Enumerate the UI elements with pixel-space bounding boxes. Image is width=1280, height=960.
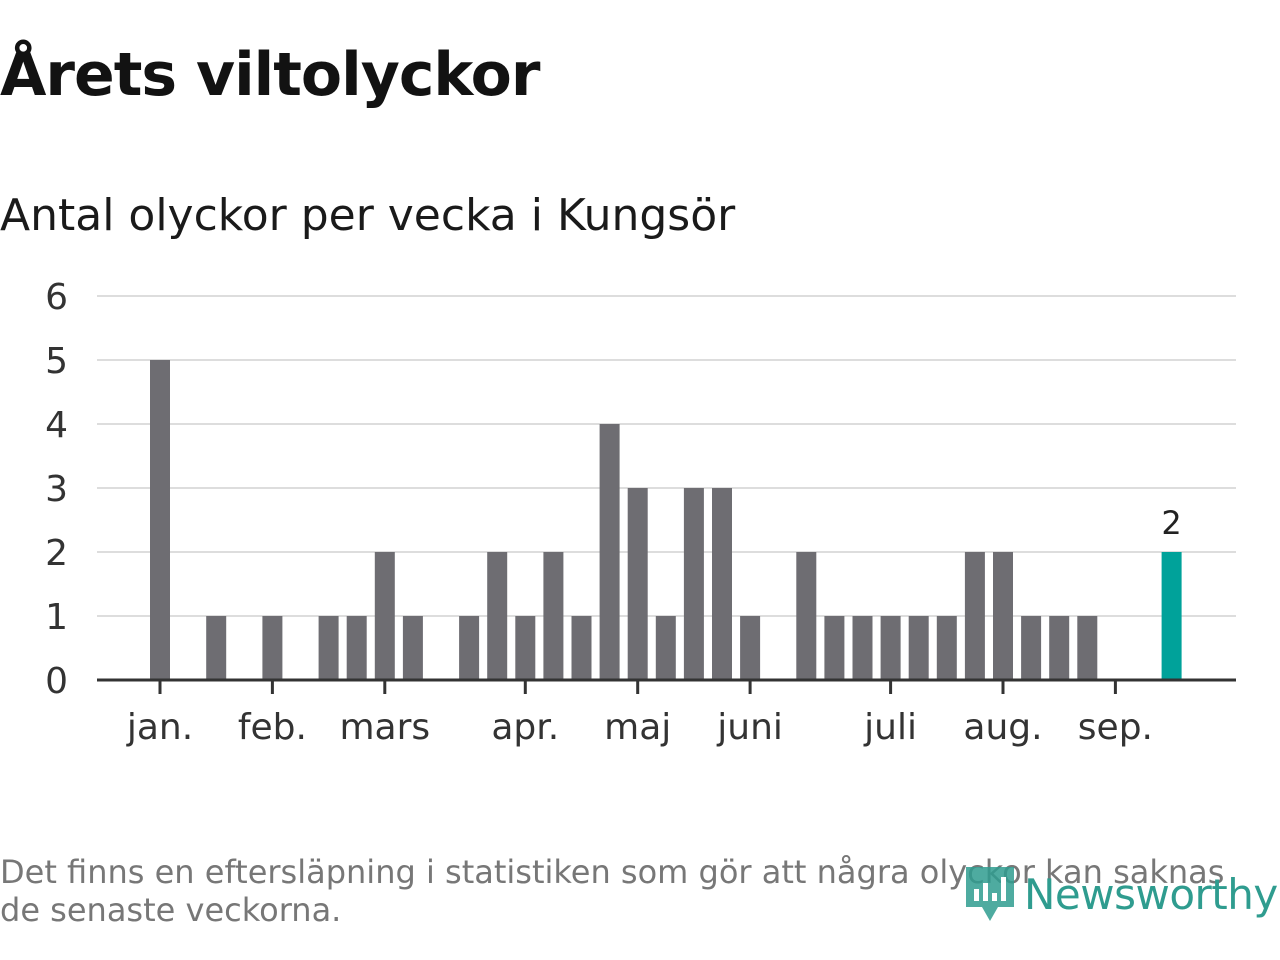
bar	[150, 360, 170, 680]
bar	[852, 616, 873, 680]
highlight-bar	[1161, 552, 1182, 680]
x-tick-label: juli	[863, 707, 917, 748]
brand-logo: Newsworthy	[964, 862, 1278, 926]
footnote: Det finns en eftersläpning i statistiken…	[0, 853, 1225, 929]
bar	[206, 616, 227, 680]
bar	[262, 616, 283, 680]
bar	[796, 552, 817, 680]
y-tick-label: 1	[45, 597, 68, 638]
x-tick-label: sep.	[1078, 707, 1153, 748]
x-tick-label: apr.	[491, 707, 559, 748]
chart-title: Årets viltolyckor	[0, 40, 540, 110]
y-tick-label: 5	[45, 341, 68, 382]
bar	[1077, 616, 1098, 680]
y-tick-label: 6	[45, 277, 68, 318]
newsworthy-logo-icon	[966, 867, 1014, 921]
bar	[908, 616, 929, 680]
bar	[936, 616, 957, 680]
bar	[402, 616, 423, 680]
x-tick-label: jan.	[126, 707, 193, 748]
y-tick-label: 0	[45, 661, 68, 702]
x-tick-label: juni	[716, 707, 783, 748]
bar	[459, 616, 480, 680]
bar	[318, 616, 339, 680]
brand-name: Newsworthy	[1024, 869, 1278, 919]
bar	[740, 616, 761, 680]
bar	[655, 616, 676, 680]
bar	[683, 488, 704, 680]
bar-chart: 0 1 2 3 4 5 6 2 jan. feb. mars apr. maj juni juli aug. s…	[45, 277, 1236, 748]
x-tick-label: aug.	[963, 707, 1042, 748]
bar	[880, 616, 901, 680]
bar	[627, 488, 648, 680]
bar	[964, 552, 985, 680]
bar	[346, 616, 367, 680]
y-tick-label: 4	[45, 405, 68, 446]
bar	[543, 552, 564, 680]
bar	[599, 424, 620, 680]
bar	[824, 616, 845, 680]
bar	[712, 488, 732, 680]
x-tick-label: mars	[339, 707, 430, 748]
bar	[571, 616, 592, 680]
bar	[993, 552, 1013, 680]
x-tick-label: maj	[604, 707, 671, 748]
bar	[515, 616, 536, 680]
bar	[1021, 616, 1042, 680]
y-tick-label: 2	[45, 533, 68, 574]
chart-subtitle: Antal olyckor per vecka i Kungsör	[0, 190, 736, 241]
y-tick-label: 3	[45, 469, 68, 510]
bar	[487, 552, 508, 680]
bar	[374, 552, 395, 680]
data-label: 2	[1161, 504, 1181, 542]
bar	[1049, 616, 1070, 680]
x-tick-label: feb.	[238, 707, 307, 748]
